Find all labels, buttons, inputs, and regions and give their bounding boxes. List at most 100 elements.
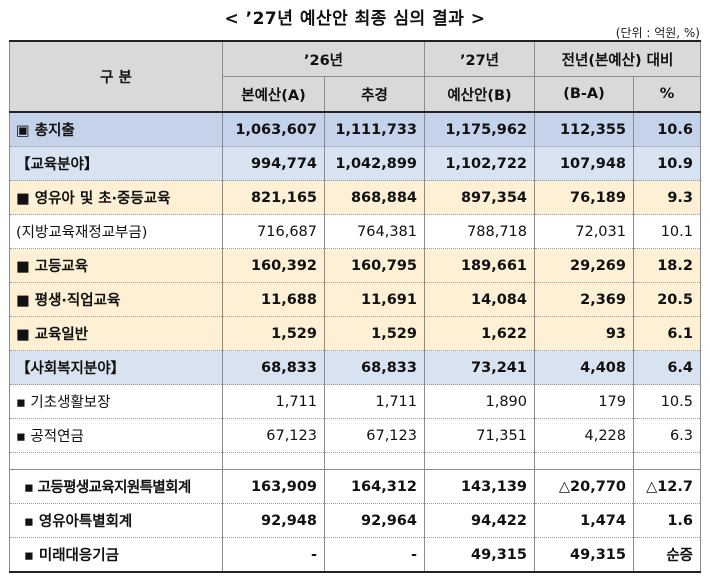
- cell-base: 1,063,607: [222, 111, 325, 147]
- header-diff: (B-A): [534, 76, 634, 113]
- unit-note: (단위 : 억원, %): [615, 26, 700, 40]
- row-label: ▪ 공적연금: [9, 418, 223, 453]
- cell-base: 1,529: [222, 316, 325, 351]
- cell-budget: 788,718: [424, 214, 535, 249]
- cell-supp: 164,312: [324, 469, 425, 504]
- row-label: 【사회복지분야】: [9, 350, 223, 385]
- cell-budget: 189,661: [424, 248, 535, 283]
- row-label: ■ 평생·직업교육: [9, 282, 223, 317]
- cell-supp: 868,884: [324, 180, 425, 215]
- row-label: ■ 영유아 및 초·중등교육: [9, 180, 223, 215]
- table-spacer: [9, 452, 701, 470]
- table-row: ▪ 공적연금 67,123 67,123 71,351 4,228 6.3: [9, 418, 701, 453]
- table-row: ▪ 영유아특별회계 92,948 92,964 94,422 1,474 1.6: [9, 503, 701, 538]
- row-label: (지방교육재정교부금): [9, 214, 223, 249]
- header-base: 본예산(A): [222, 76, 325, 113]
- cell-pct: 10.1: [633, 214, 701, 249]
- table-row: ■ 영유아 및 초·중등교육 821,165 868,884 897,354 7…: [9, 180, 701, 215]
- header-y27: ’27년: [424, 40, 535, 77]
- cell-supp: 67,123: [324, 418, 425, 453]
- cell-base: 1,711: [222, 384, 325, 419]
- cell-budget: 1,622: [424, 316, 535, 351]
- cell-supp: 1,711: [324, 384, 425, 419]
- cell-supp: 764,381: [324, 214, 425, 249]
- header-prev: 전년(본예산) 대비: [534, 40, 701, 77]
- row-label: ▪ 고등평생교육지원특별회계: [9, 469, 223, 504]
- cell-supp: 11,691: [324, 282, 425, 317]
- cell-pct: 6.4: [633, 350, 701, 385]
- table-row: ■ 교육일반 1,529 1,529 1,622 93 6.1: [9, 316, 701, 351]
- cell-base: 67,123: [222, 418, 325, 453]
- cell-base: 994,774: [222, 146, 325, 181]
- cell-budget: 73,241: [424, 350, 535, 385]
- cell-budget: 14,084: [424, 282, 535, 317]
- cell-diff: 72,031: [534, 214, 634, 249]
- cell-diff: 2,369: [534, 282, 634, 317]
- cell-diff: 1,474: [534, 503, 634, 538]
- cell-diff: 49,315: [534, 537, 634, 573]
- table-row: ▣ 총지출 1,063,607 1,111,733 1,175,962 112,…: [9, 111, 701, 147]
- cell-budget: 1,102,722: [424, 146, 535, 181]
- cell-budget: 897,354: [424, 180, 535, 215]
- row-label: ■ 고등교육: [9, 248, 223, 283]
- table-row: ▪ 고등평생교육지원특별회계 163,909 164,312 143,139 △…: [9, 469, 701, 504]
- cell-diff: 107,948: [534, 146, 634, 181]
- table-row: ▪ 기초생활보장 1,711 1,711 1,890 179 10.5: [9, 384, 701, 419]
- cell-pct: 18.2: [633, 248, 701, 283]
- table-row: ■ 고등교육 160,392 160,795 189,661 29,269 18…: [9, 248, 701, 283]
- cell-diff: △20,770: [534, 469, 634, 504]
- cell-supp: 160,795: [324, 248, 425, 283]
- table-row: ▪ 미래대응기금 - - 49,315 49,315 순증: [9, 537, 701, 573]
- cell-supp: 1,111,733: [324, 111, 425, 147]
- row-label: ▪ 영유아특별회계: [9, 503, 223, 538]
- cell-budget: 1,175,962: [424, 111, 535, 147]
- cell-pct: 10.6: [633, 111, 701, 147]
- cell-base: 163,909: [222, 469, 325, 504]
- header-pct: %: [633, 76, 701, 113]
- cell-diff: 29,269: [534, 248, 634, 283]
- row-label: 【교육분야】: [9, 146, 223, 181]
- cell-diff: 76,189: [534, 180, 634, 215]
- row-label: ▣ 총지출: [9, 111, 223, 147]
- table-row: (지방교육재정교부금) 716,687 764,381 788,718 72,0…: [9, 214, 701, 249]
- cell-budget: 94,422: [424, 503, 535, 538]
- cell-pct: 10.5: [633, 384, 701, 419]
- cell-pct: 10.9: [633, 146, 701, 181]
- cell-pct: 1.6: [633, 503, 701, 538]
- cell-supp: 68,833: [324, 350, 425, 385]
- cell-base: 821,165: [222, 180, 325, 215]
- cell-diff: 179: [534, 384, 634, 419]
- cell-base: -: [222, 537, 325, 573]
- cell-supp: 1,529: [324, 316, 425, 351]
- cell-pct: 6.3: [633, 418, 701, 453]
- cell-base: 11,688: [222, 282, 325, 317]
- cell-pct: 20.5: [633, 282, 701, 317]
- cell-diff: 112,355: [534, 111, 634, 147]
- cell-base: 160,392: [222, 248, 325, 283]
- budget-table: 구 분 ’26년 ’27년 전년(본예산) 대비 본예산(A) 추경 예산안(B…: [9, 40, 701, 573]
- cell-diff: 4,408: [534, 350, 634, 385]
- row-label: ■ 교육일반: [9, 316, 223, 351]
- cell-diff: 4,228: [534, 418, 634, 453]
- cell-base: 716,687: [222, 214, 325, 249]
- header-category: 구 분: [9, 40, 223, 113]
- row-label: ▪ 기초생활보장: [9, 384, 223, 419]
- cell-base: 68,833: [222, 350, 325, 385]
- cell-pct: 6.1: [633, 316, 701, 351]
- cell-base: 92,948: [222, 503, 325, 538]
- cell-supp: 1,042,899: [324, 146, 425, 181]
- cell-pct: △12.7: [633, 469, 701, 504]
- cell-budget: 1,890: [424, 384, 535, 419]
- header-supp: 추경: [324, 76, 425, 113]
- table-row: 【교육분야】 994,774 1,042,899 1,102,722 107,9…: [9, 146, 701, 181]
- cell-pct: 9.3: [633, 180, 701, 215]
- table-row: 【사회복지분야】 68,833 68,833 73,241 4,408 6.4: [9, 350, 701, 385]
- row-label: ▪ 미래대응기금: [9, 537, 223, 573]
- header-y26: ’26년: [222, 40, 425, 77]
- page-title: < ’27년 예산안 최종 심의 결과 >: [224, 9, 486, 29]
- table-row: ■ 평생·직업교육 11,688 11,691 14,084 2,369 20.…: [9, 282, 701, 317]
- cell-budget: 49,315: [424, 537, 535, 573]
- cell-supp: -: [324, 537, 425, 573]
- cell-diff: 93: [534, 316, 634, 351]
- cell-budget: 143,139: [424, 469, 535, 504]
